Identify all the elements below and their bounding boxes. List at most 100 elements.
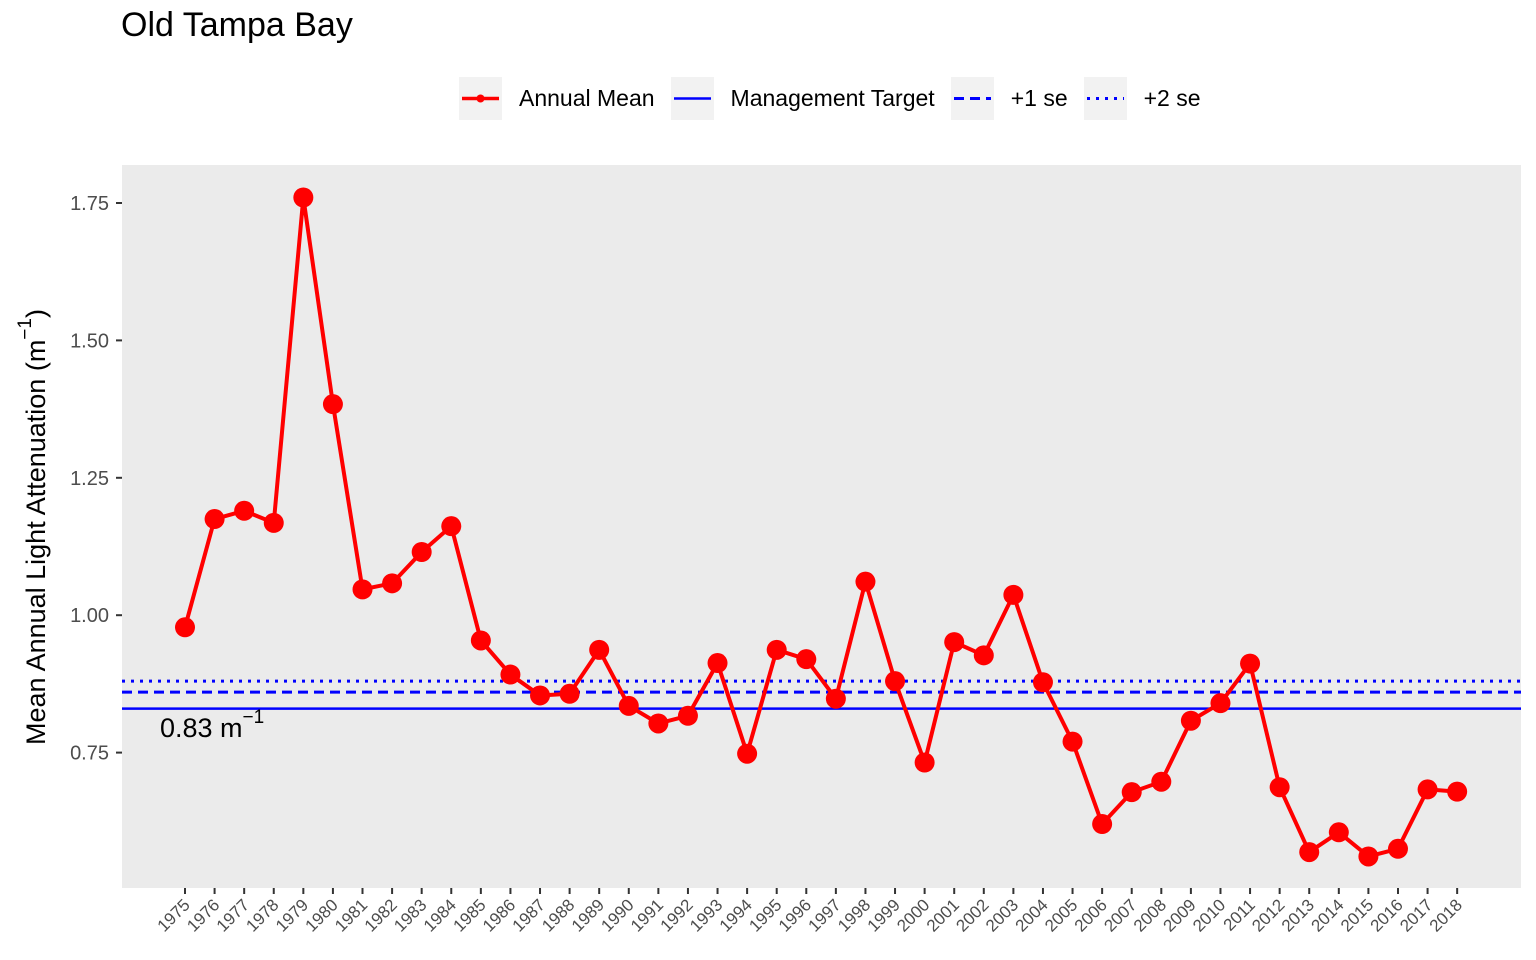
data-point	[1062, 731, 1083, 752]
x-tick-label: 2003	[982, 895, 1022, 935]
data-point	[1240, 653, 1261, 674]
x-tick-label: 2005	[1041, 895, 1081, 935]
legend-item-annual-mean: Annual Mean	[459, 76, 655, 120]
data-point	[766, 639, 787, 660]
series-layer	[175, 187, 1468, 867]
x-tick-label: 1994	[716, 895, 756, 935]
x-tick-label: 2018	[1426, 895, 1466, 935]
x-tick-label: 1987	[509, 895, 549, 935]
x-tick-label: 2006	[1071, 895, 1111, 935]
x-tick-label: 2009	[1160, 895, 1200, 935]
x-tick-label: 1989	[568, 895, 608, 935]
y-tick-label: 1.75	[70, 193, 109, 215]
data-point	[1180, 710, 1201, 731]
legend-label-annual-mean: Annual Mean	[519, 84, 655, 111]
chart-title: Old Tampa Bay	[121, 6, 353, 44]
x-tick-label: 1986	[479, 895, 519, 935]
x-tick-label: 2012	[1248, 895, 1288, 935]
x-tick-label: 1998	[834, 895, 874, 935]
data-point	[796, 649, 817, 670]
y-axis-title-close: )	[21, 309, 51, 318]
data-point	[382, 573, 403, 594]
y-axis: 0.75 1.00 1.25 1.50 1.75	[70, 193, 122, 765]
x-tick-label: 2000	[893, 895, 933, 935]
legend-item-management-target: Management Target	[670, 76, 935, 120]
data-point	[707, 653, 728, 674]
data-point	[1299, 842, 1320, 863]
x-tick-label: 2011	[1220, 895, 1259, 934]
data-point	[1032, 672, 1053, 693]
x-tick-label: 1984	[420, 895, 460, 935]
x-tick-label: 1977	[213, 895, 253, 935]
x-tick-label: 2008	[1130, 895, 1170, 935]
x-tick-label: 2014	[1307, 895, 1347, 935]
x-tick-label: 1996	[775, 895, 815, 935]
x-tick-label: 1980	[302, 895, 342, 935]
data-point	[1092, 814, 1113, 835]
x-tick-label: 1979	[272, 895, 312, 935]
data-point	[234, 500, 255, 521]
data-point	[1358, 846, 1379, 867]
data-point	[1447, 781, 1468, 802]
data-point	[441, 516, 462, 537]
data-point	[1387, 838, 1408, 859]
x-tick-label: 2004	[1012, 895, 1052, 935]
data-point	[1269, 777, 1290, 798]
data-point	[1121, 782, 1142, 803]
legend-key-plus-1-se	[950, 76, 994, 120]
data-point	[885, 671, 906, 692]
x-tick-label: 1983	[390, 895, 430, 935]
legend: Annual Mean Management Target +1 se +2 s…	[459, 76, 1217, 120]
y-tick-label: 1.50	[70, 330, 109, 352]
data-point	[855, 571, 876, 592]
data-point	[914, 752, 935, 773]
x-tick-label: 1990	[597, 895, 637, 935]
x-tick-label: 1988	[538, 895, 578, 935]
data-point	[322, 394, 343, 415]
data-point	[973, 645, 994, 666]
x-tick-label: 1978	[242, 895, 282, 935]
legend-key-plus-2-se	[1083, 76, 1127, 120]
y-axis-title-text: Mean Annual Light Attenuation (m	[21, 340, 51, 745]
data-point	[1328, 822, 1349, 843]
data-point	[944, 632, 965, 653]
x-tick-label: 1997	[805, 895, 845, 935]
y-axis-title: Mean Annual Light Attenuation (m−1)	[15, 309, 51, 745]
x-tick-label: 2007	[1100, 895, 1140, 935]
x-tick-label: 1975	[154, 895, 194, 935]
data-point	[677, 705, 698, 726]
x-tick-label: 1993	[686, 895, 726, 935]
x-tick-label: 2013	[1278, 895, 1318, 935]
annotation-superscript: −1	[243, 707, 265, 728]
legend-item-plus-2-se: +2 se	[1083, 76, 1201, 120]
data-point	[825, 688, 846, 709]
x-tick-label: 1976	[183, 895, 223, 935]
x-tick-label: 2001	[923, 895, 963, 935]
x-tick-label: 2010	[1189, 895, 1229, 935]
y-tick-label: 1.00	[70, 605, 109, 627]
data-point	[618, 695, 639, 716]
legend-label-plus-1-se: +1 se	[1010, 84, 1068, 111]
data-point	[589, 639, 610, 660]
y-axis-title-superscript: −1	[15, 318, 36, 340]
data-point	[500, 664, 521, 685]
data-point	[1003, 584, 1024, 605]
data-point	[1417, 779, 1438, 800]
data-point	[263, 512, 284, 533]
data-point	[737, 743, 758, 764]
data-point	[175, 617, 195, 638]
y-tick-label: 1.25	[70, 468, 109, 490]
data-point	[470, 630, 491, 651]
x-tick-label: 1982	[361, 895, 401, 935]
x-tick-label: 2015	[1337, 895, 1377, 935]
x-tick-label: 2002	[952, 895, 992, 935]
data-point	[1151, 771, 1172, 792]
data-point	[411, 541, 432, 562]
x-tick-label: 1992	[657, 895, 697, 935]
x-tick-label: 1981	[331, 895, 371, 935]
y-tick-label: 0.75	[70, 743, 109, 765]
legend-key-management-target	[670, 76, 714, 120]
legend-label-management-target: Management Target	[730, 84, 935, 111]
legend-item-plus-1-se: +1 se	[950, 76, 1068, 120]
